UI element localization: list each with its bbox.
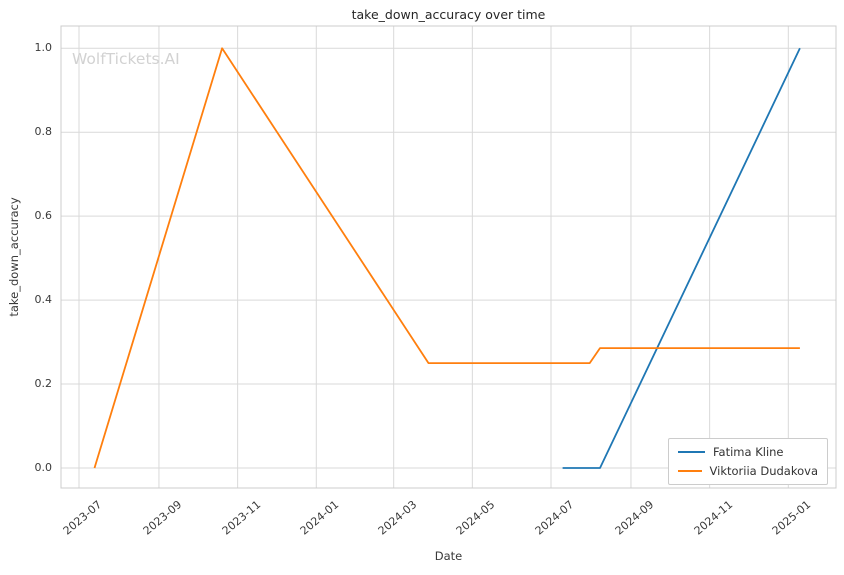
legend-item-viktoriia-dudakova: Viktoriia Dudakova xyxy=(678,464,818,478)
plot-border xyxy=(60,25,837,489)
y-tick-label-0.2: 0.2 xyxy=(34,377,53,391)
legend-label: Fatima Kline xyxy=(713,445,784,459)
legend: Fatima Kline Viktoriia Dudakova xyxy=(668,438,828,485)
series-line-viktoriia-dudakova xyxy=(93,47,800,469)
chart-title: take_down_accuracy over time xyxy=(351,7,546,22)
y-tick-label-0.0: 0.0 xyxy=(34,461,53,474)
legend-label: Viktoriia Dudakova xyxy=(709,464,818,478)
series-line-fatima-kline xyxy=(562,47,801,469)
y-tick-label-0.8: 0.8 xyxy=(34,125,53,139)
x-axis-label: Date xyxy=(434,549,463,563)
y-axis-label: take_down_accuracy xyxy=(7,197,21,317)
y-tick-label-1.0: 1.0 xyxy=(34,41,53,55)
legend-line-swatch-blue xyxy=(678,451,705,453)
y-tick-label-0.6: 0.6 xyxy=(34,209,53,223)
watermark: WolfTickets.AI xyxy=(72,50,180,68)
legend-item-fatima-kline: Fatima Kline xyxy=(678,445,818,459)
y-tick-label-0.4: 0.4 xyxy=(34,293,53,307)
legend-line-swatch-orange xyxy=(678,470,702,472)
